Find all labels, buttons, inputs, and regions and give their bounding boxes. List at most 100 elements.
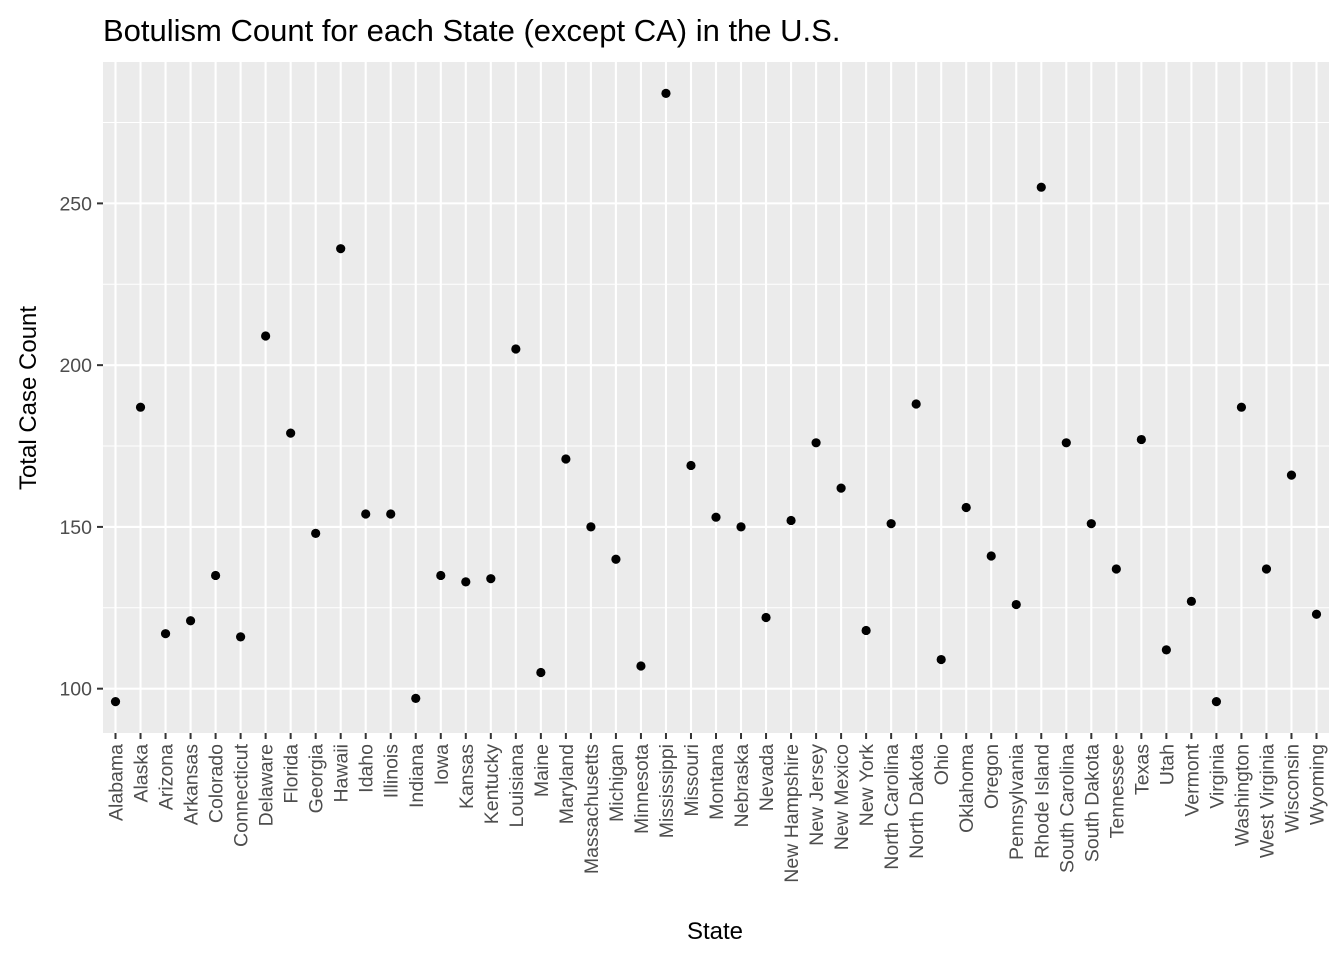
data-point: [836, 483, 846, 493]
data-point: [411, 693, 421, 703]
x-tick-label: Washington: [1231, 744, 1253, 846]
data-point: [1011, 599, 1021, 610]
data-point: [236, 632, 246, 642]
data-point: [461, 577, 471, 587]
x-tick-label: Ohio: [931, 744, 953, 785]
data-point: [1161, 645, 1171, 655]
x-tick-label: Pennsylvania: [1006, 744, 1028, 860]
y-tick-label: 200: [59, 355, 92, 377]
x-tick-label: Minnesota: [631, 744, 653, 834]
data-point: [1286, 470, 1297, 480]
x-tick-label: North Dakota: [906, 744, 928, 859]
y-tick-label: 250: [59, 193, 92, 215]
data-point: [361, 509, 371, 519]
y-axis-title: Total Case Count: [15, 306, 42, 490]
data-point: [561, 454, 571, 464]
x-tick-label: Alabama: [106, 744, 128, 821]
data-point: [160, 629, 171, 639]
x-tick-label: South Dakota: [1081, 744, 1103, 862]
x-tick-label: Texas: [1131, 744, 1153, 795]
x-tick-label: Wisconsin: [1281, 744, 1303, 833]
data-point: [1186, 596, 1196, 606]
data-point: [686, 460, 696, 471]
x-tick-label: Oklahoma: [956, 744, 978, 833]
x-tick-label: Delaware: [256, 744, 278, 826]
data-point: [135, 402, 146, 412]
data-point: [961, 502, 971, 513]
x-tick-label: Alaska: [131, 744, 153, 803]
data-point: [210, 570, 221, 581]
y-axis: 100 150 200 250: [59, 193, 103, 701]
x-tick-label: Virginia: [1206, 744, 1228, 809]
x-tick-label: Massachusetts: [581, 744, 603, 874]
x-tick-label: Michigan: [606, 744, 628, 822]
data-point: [311, 528, 321, 538]
x-tick-label: Georgia: [306, 744, 328, 814]
x-tick-label: Nevada: [756, 744, 778, 811]
x-tick-label: Louisiana: [506, 744, 528, 828]
x-tick-label: Arizona: [156, 744, 178, 810]
data-point: [436, 570, 446, 581]
x-tick-label: Indiana: [406, 744, 428, 808]
data-point: [511, 344, 521, 354]
x-tick-label: Maryland: [556, 744, 578, 824]
x-tick-label: Kentucky: [481, 744, 503, 824]
data-point: [811, 438, 821, 448]
y-tick-label: 100: [59, 679, 92, 701]
data-point: [636, 661, 646, 671]
data-point: [536, 667, 546, 678]
x-tick-label: Montana: [706, 744, 728, 820]
data-point: [1261, 564, 1272, 574]
data-point: [711, 512, 721, 522]
x-tick-label: Maine: [531, 744, 553, 797]
x-tick-label: Colorado: [206, 744, 228, 823]
data-point: [1236, 402, 1247, 412]
x-tick-label: Utah: [1156, 744, 1178, 785]
data-point: [661, 88, 671, 98]
x-tick-label: North Carolina: [881, 744, 903, 870]
y-tick-label: 150: [59, 517, 92, 539]
data-point: [1136, 434, 1146, 445]
x-tick-label: Wyoming: [1306, 744, 1328, 825]
data-point: [1086, 519, 1096, 529]
x-tick-label: Connecticut: [231, 743, 253, 847]
data-point: [1111, 564, 1121, 574]
data-point: [736, 522, 746, 532]
data-point: [386, 509, 396, 519]
data-point: [786, 515, 796, 526]
x-tick-label: Hawaii: [331, 744, 353, 803]
data-point: [261, 331, 271, 341]
data-point: [1036, 182, 1046, 192]
x-tick-label: Illinois: [381, 744, 403, 798]
x-tick-label: Vermont: [1181, 743, 1203, 816]
data-point: [286, 428, 296, 438]
x-tick-label: Arkansas: [181, 744, 203, 826]
x-tick-label: Nebraska: [731, 744, 753, 828]
data-point: [185, 616, 196, 626]
x-tick-label: Florida: [281, 744, 303, 804]
data-point: [110, 697, 121, 707]
data-point: [986, 551, 996, 561]
data-point: [611, 554, 621, 564]
data-point: [911, 399, 921, 409]
x-tick-label: Iowa: [431, 744, 453, 785]
x-tick-label: New Jersey: [806, 744, 828, 846]
x-tick-label: Kansas: [456, 744, 478, 809]
x-tick-label: New Mexico: [831, 744, 853, 850]
x-tick-label: Mississippi: [656, 744, 678, 838]
x-tick-label: Idaho: [356, 744, 378, 793]
x-tick-label: New Hampshire: [781, 744, 803, 883]
x-tick-label: Tennessee: [1106, 744, 1128, 838]
data-point: [586, 522, 596, 532]
x-tick-label: New York: [856, 744, 878, 827]
x-axis-title: State: [687, 918, 743, 945]
data-points: [110, 88, 1322, 707]
chart-title: Botulism Count for each State (except CA…: [103, 13, 840, 48]
data-point: [336, 244, 346, 254]
data-point: [1061, 438, 1071, 448]
x-tick-label: Missouri: [681, 744, 703, 817]
data-point: [861, 625, 871, 636]
data-point: [1211, 697, 1222, 707]
data-point: [936, 654, 946, 665]
